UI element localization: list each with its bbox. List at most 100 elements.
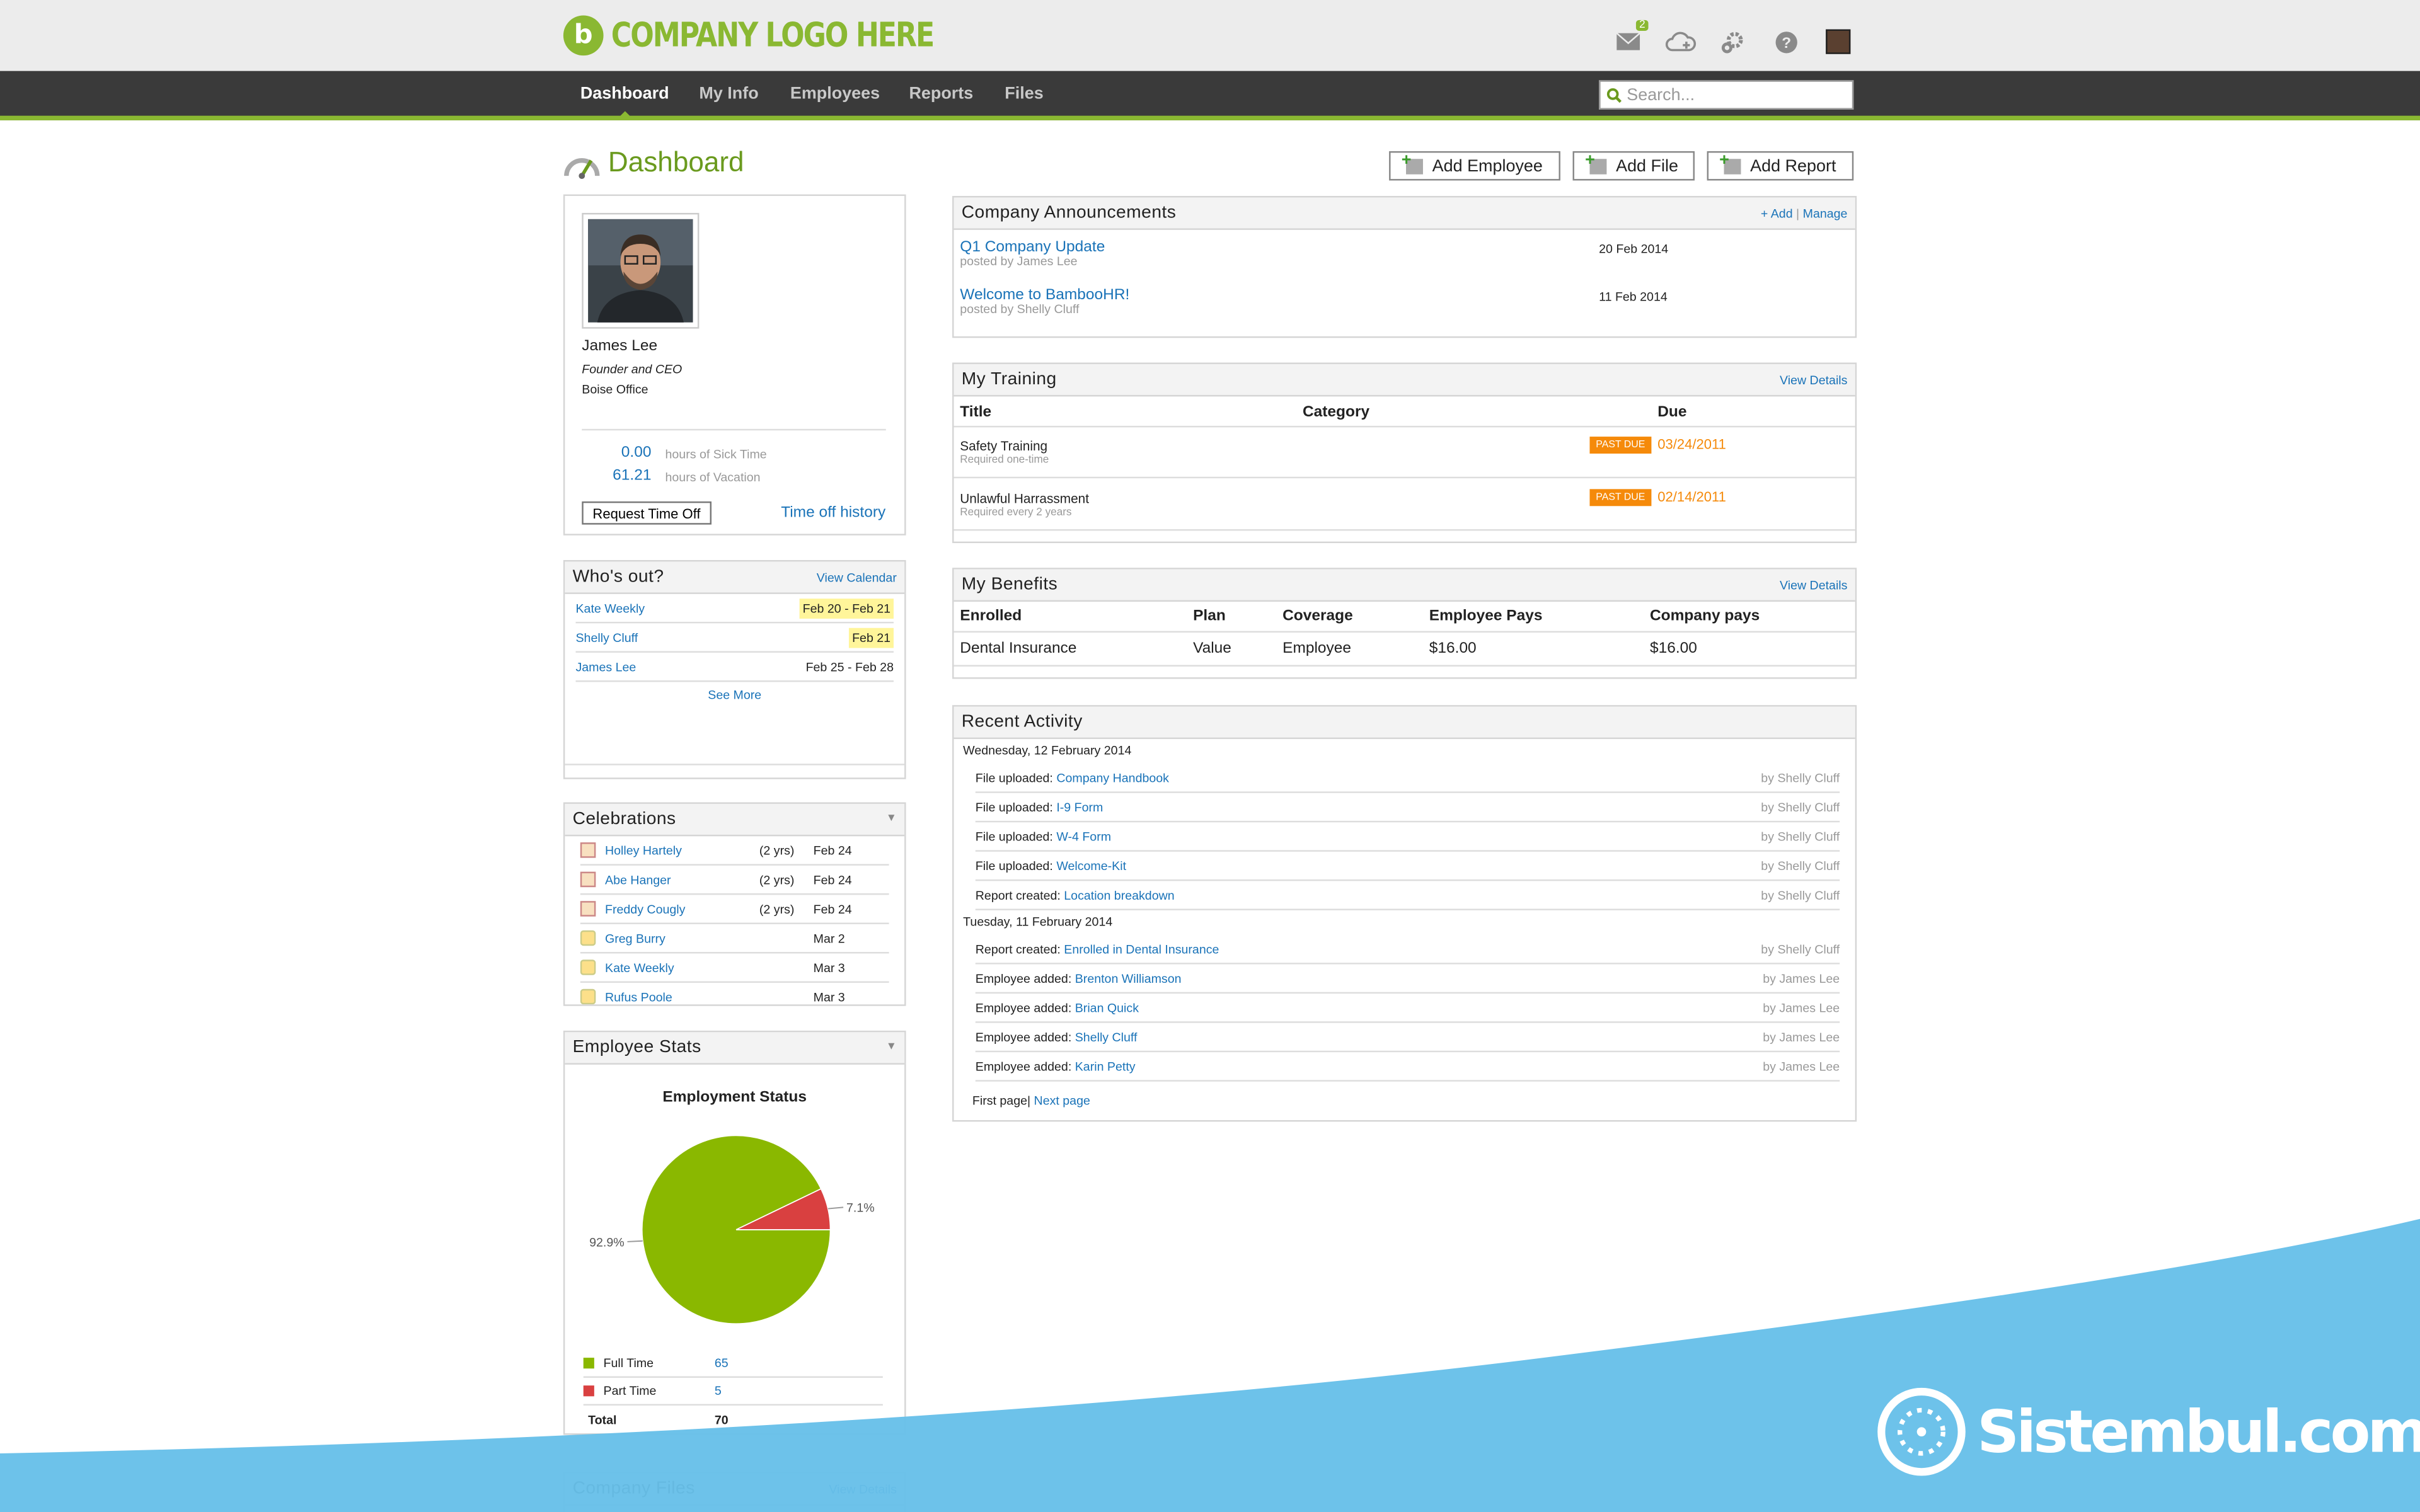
activity-target-link[interactable]: Welcome-Kit xyxy=(1056,858,1127,873)
legend-value[interactable]: 65 xyxy=(714,1356,729,1370)
collapse-arrow-icon[interactable]: ▼ xyxy=(885,1041,897,1053)
activity-day-heading: Tuesday, 11 February 2014 xyxy=(963,915,1113,929)
activity-target-link[interactable]: Enrolled in Dental Insurance xyxy=(1064,942,1219,956)
activity-day-heading: Wednesday, 12 February 2014 xyxy=(963,743,1132,758)
manage-announcements-link[interactable]: Manage xyxy=(1802,207,1848,221)
announcement-item: Welcome to BambooHR! posted by Shelly Clu… xyxy=(960,287,1129,317)
user-avatar[interactable] xyxy=(1823,28,1853,55)
celebration-name[interactable]: Abe Hanger xyxy=(605,872,671,886)
main-nav: Dashboard My Info Employees Reports File… xyxy=(0,71,2420,121)
celebration-name[interactable]: Freddy Cougly xyxy=(605,902,686,916)
profile-location: Boise Office xyxy=(582,382,648,397)
activity-author: by Shelly Cluff xyxy=(1761,829,1840,844)
announcements-panel: Company Announcements + Add | Manage Q1 C… xyxy=(952,196,1857,338)
celebrations-header: Celebrations ▼ xyxy=(565,803,905,837)
nav-reports[interactable]: Reports xyxy=(909,84,974,104)
next-page-link[interactable]: Next page xyxy=(1034,1094,1090,1108)
announcement-author: posted by Shelly Cluff xyxy=(960,302,1080,317)
activity-row: Employee added: Brenton Williamson by Jam… xyxy=(975,965,1840,994)
add-employee-button[interactable]: Add Employee xyxy=(1389,151,1560,181)
nav-my-info[interactable]: My Info xyxy=(699,84,759,104)
announcement-date: 20 Feb 2014 xyxy=(1599,242,1669,256)
add-person-icon xyxy=(1402,151,1423,174)
activity-target-link[interactable]: Shelly Cluff xyxy=(1075,1029,1138,1044)
announcement-title[interactable]: Welcome to BambooHR! xyxy=(960,287,1130,304)
celebration-date: Mar 2 xyxy=(813,931,845,946)
time-off-history-link[interactable]: Time off history xyxy=(781,504,886,522)
activity-author: by James Lee xyxy=(1763,1000,1840,1015)
celebration-date: Mar 3 xyxy=(813,960,845,975)
gear-icon[interactable] xyxy=(1718,28,1749,55)
birthday-icon xyxy=(580,988,596,1005)
add-file-button[interactable]: Add File xyxy=(1572,151,1695,181)
celebrations-panel: Celebrations ▼ Holley Hartely (2 yrs) Feb 2… xyxy=(563,802,906,1006)
activity-action: File uploaded: xyxy=(975,829,1053,844)
nav-employees[interactable]: Employees xyxy=(790,84,880,104)
pie-label-leader xyxy=(627,1240,643,1242)
search-input[interactable] xyxy=(1627,85,1843,105)
training-item-title: Unlawful Harrassment xyxy=(960,490,1090,507)
see-more-link[interactable]: See More xyxy=(708,688,762,702)
svg-text:?: ? xyxy=(1781,34,1790,51)
profile-name: James Lee xyxy=(582,338,658,355)
request-time-off-button[interactable]: Request Time Off xyxy=(582,501,712,525)
nav-dashboard[interactable]: Dashboard xyxy=(580,84,669,118)
activity-author: by Shelly Cluff xyxy=(1761,858,1840,873)
legend-row: Part Time 5 xyxy=(583,1378,883,1406)
add-report-button[interactable]: Add Report xyxy=(1707,151,1853,181)
add-announcement-link[interactable]: + Add xyxy=(1760,207,1793,221)
legend-total-value: 70 xyxy=(714,1412,729,1427)
activity-target-link[interactable]: Brian Quick xyxy=(1075,1000,1139,1015)
training-view-details-link[interactable]: View Details xyxy=(1780,373,1848,387)
column-header: Plan xyxy=(1193,607,1226,625)
pie-percent-label: 7.1% xyxy=(846,1201,875,1215)
announcement-author: posted by James Lee xyxy=(960,255,1078,269)
sick-hours-value: 0.00 xyxy=(621,444,652,462)
celebration-name[interactable]: Holley Hartely xyxy=(605,843,682,857)
celebration-name[interactable]: Greg Burry xyxy=(605,931,666,946)
column-header: Due xyxy=(1657,404,1687,421)
training-title: My Training xyxy=(961,370,1057,389)
activity-target-link[interactable]: Company Handbook xyxy=(1056,770,1169,785)
activity-target-link[interactable]: Brenton Williamson xyxy=(1075,971,1182,985)
company-logo[interactable]: b COMPANY LOGO HERE xyxy=(563,15,1005,56)
celebration-name[interactable]: Kate Weekly xyxy=(605,960,674,975)
activity-target-link[interactable]: I-9 Form xyxy=(1056,799,1103,814)
activity-target-link[interactable]: Karin Petty xyxy=(1075,1059,1136,1074)
mail-icon[interactable]: 2 xyxy=(1613,20,1649,55)
celebration-years: (2 yrs) xyxy=(759,902,795,916)
announcement-item: Q1 Company Update posted by James Lee xyxy=(960,239,1105,269)
whos-out-dates: Feb 20 - Feb 21 xyxy=(799,597,894,618)
company-files-header: Company Files View Details xyxy=(565,1473,905,1506)
legend-row: Full Time 65 xyxy=(583,1350,883,1378)
announcement-title[interactable]: Q1 Company Update xyxy=(960,239,1105,256)
activity-target-link[interactable]: W-4 Form xyxy=(1056,829,1112,844)
collapse-arrow-icon[interactable]: ▼ xyxy=(885,813,897,824)
nav-files[interactable]: Files xyxy=(1005,84,1044,104)
add-file-label: Add File xyxy=(1616,156,1678,175)
profile-photo[interactable] xyxy=(582,212,700,329)
pie-label-leader xyxy=(827,1206,844,1210)
separator: | xyxy=(1796,207,1800,221)
activity-target-link[interactable]: Location breakdown xyxy=(1064,888,1175,902)
celebration-date: Feb 24 xyxy=(813,872,852,886)
list-item: James Lee Feb 25 - Feb 28 xyxy=(575,653,894,682)
table-cell: $16.00 xyxy=(1429,640,1477,658)
view-calendar-link[interactable]: View Calendar xyxy=(816,571,897,585)
cloud-upload-icon[interactable] xyxy=(1665,28,1697,55)
whos-out-name[interactable]: James Lee xyxy=(575,659,637,673)
divider xyxy=(954,476,1855,479)
benefits-view-details-link[interactable]: View Details xyxy=(1780,578,1848,593)
company-files-link[interactable]: View Details xyxy=(829,1482,897,1497)
logo-text: COMPANY LOGO HERE xyxy=(611,16,935,55)
help-icon[interactable]: ? xyxy=(1770,28,1801,55)
legend-value[interactable]: 5 xyxy=(714,1383,722,1398)
list-item: Rufus Poole Mar 3 xyxy=(580,983,889,1005)
top-icons: 2 ? xyxy=(1613,20,1853,55)
company-files-title: Company Files xyxy=(572,1479,695,1498)
whos-out-name[interactable]: Shelly Cluff xyxy=(575,630,638,644)
whos-out-name[interactable]: Kate Weekly xyxy=(575,600,645,615)
celebration-name[interactable]: Rufus Poole xyxy=(605,990,672,1004)
employee-stats-panel: Employee Stats ▼ Employment Status 7.1% 92… xyxy=(563,1030,906,1435)
employment-status-pie-chart: 7.1% 92.9% xyxy=(589,1135,875,1325)
